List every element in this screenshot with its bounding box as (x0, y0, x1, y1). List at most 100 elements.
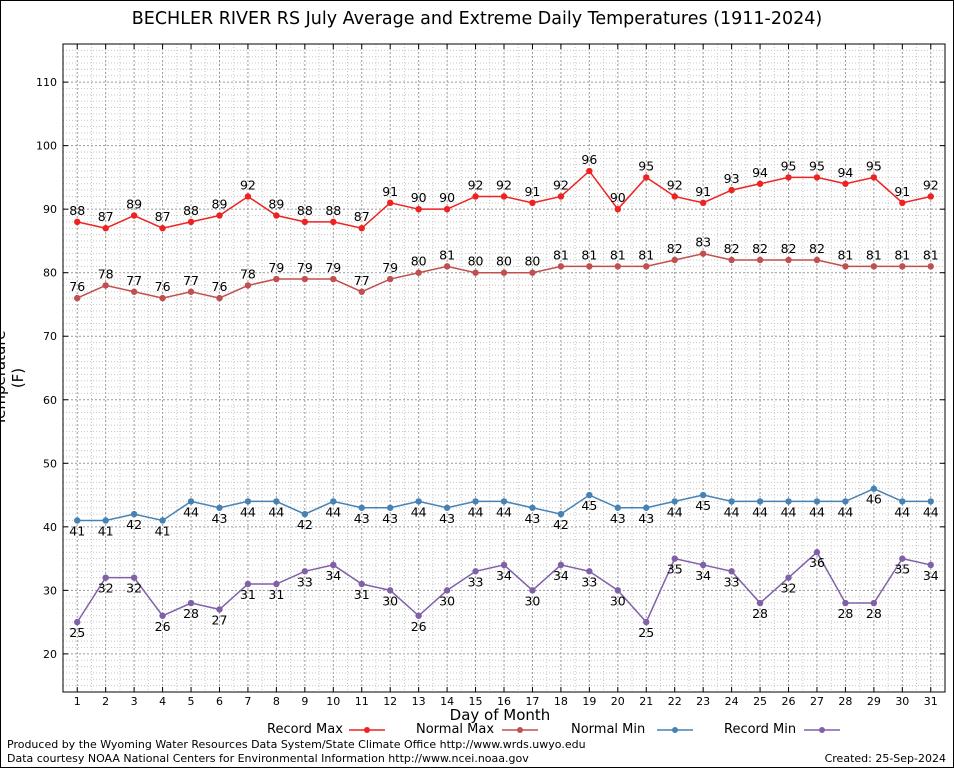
data-point-record-max (557, 193, 565, 200)
x-tick-label: 13 (412, 695, 426, 708)
data-point-normal-min (756, 498, 764, 505)
data-label-normal-max: 81 (894, 247, 910, 262)
legend-label-normal-min: Normal Min (571, 722, 646, 737)
data-label-normal-min: 44 (809, 504, 825, 519)
data-label-record-max: 95 (866, 158, 882, 173)
legend-record-max: Record Max (267, 722, 385, 737)
series-normal-max: 76 78 77 76 77 76 78 79 79 79 77 79 80 81 80 80 80 81 81 81… (69, 235, 939, 302)
data-label-normal-max: 81 (837, 247, 853, 262)
y-tick-label: 80 (43, 267, 57, 280)
data-label-normal-min: 44 (268, 504, 284, 519)
x-tick-label: 19 (582, 695, 596, 708)
data-point-normal-max (643, 263, 650, 270)
x-tick-label: 30 (895, 695, 909, 708)
data-label-normal-max: 80 (468, 254, 484, 269)
data-point-normal-max (301, 275, 309, 283)
data-point-normal-min (415, 498, 422, 505)
data-point-normal-max (216, 294, 223, 302)
data-point-record-max (586, 167, 593, 175)
data-point-record-min (74, 618, 81, 626)
data-point-record-max (699, 199, 707, 207)
data-point-record-max (785, 174, 792, 181)
data-point-normal-min (159, 517, 166, 524)
data-point-record-max (899, 199, 906, 207)
data-point-record-max (813, 174, 821, 181)
data-label-record-min: 28 (866, 606, 882, 621)
x-tick-label: 4 (159, 695, 166, 708)
x-tick-label: 6 (216, 695, 223, 708)
data-point-normal-min (728, 498, 735, 505)
y-tick-label: 90 (43, 203, 57, 216)
data-label-record-max: 92 (923, 177, 939, 192)
data-point-normal-max (102, 282, 109, 289)
data-point-record-min (500, 561, 508, 569)
y-tick-label: 40 (43, 521, 57, 534)
data-label-record-min: 27 (212, 612, 228, 627)
x-tick-label: 29 (867, 695, 881, 708)
data-label-normal-min: 46 (866, 492, 882, 507)
data-label-record-min: 32 (781, 581, 797, 596)
data-label-record-max: 93 (724, 171, 740, 186)
data-label-normal-min: 43 (638, 511, 654, 526)
data-label-normal-max: 79 (382, 260, 398, 275)
data-point-record-max (330, 218, 337, 226)
x-tick-label: 26 (782, 695, 796, 708)
data-label-record-min: 33 (297, 574, 313, 589)
data-label-record-min: 34 (923, 568, 939, 583)
data-label-normal-min: 44 (411, 504, 427, 519)
data-label-record-max: 91 (695, 184, 711, 199)
y-tick-label: 100 (36, 140, 57, 153)
data-point-record-min (813, 549, 821, 556)
data-label-record-max: 95 (638, 158, 654, 173)
data-point-normal-min (927, 498, 934, 505)
data-label-record-min: 25 (69, 625, 85, 640)
data-point-normal-max (899, 263, 906, 270)
data-point-record-min (472, 568, 479, 575)
data-point-normal-min (614, 504, 622, 511)
data-label-normal-min: 45 (581, 498, 597, 513)
data-label-record-max: 92 (240, 177, 256, 192)
footer-produced: Produced by the Wyoming Water Resources … (7, 738, 586, 751)
data-label-record-max: 91 (894, 184, 910, 199)
data-label-record-min: 26 (411, 619, 427, 634)
x-tick-label: 8 (273, 695, 280, 708)
data-point-normal-max (244, 282, 252, 289)
data-label-normal-max: 81 (553, 247, 569, 262)
data-label-record-max: 89 (268, 197, 284, 212)
data-label-normal-max: 82 (809, 241, 825, 256)
data-point-record-min (557, 561, 565, 569)
series-record-min: 25 32 32 26 28 27 31 31 33 34 31 30 26 30 33 34 30 34 33 30… (69, 549, 939, 640)
x-tick-label: 25 (753, 695, 767, 708)
data-point-normal-min (130, 510, 138, 518)
data-label-record-max: 87 (354, 209, 370, 224)
data-point-normal-min (443, 504, 451, 511)
x-tick-label: 14 (440, 695, 454, 708)
data-point-record-max (500, 193, 508, 200)
legend-swatch-normal-max (502, 727, 538, 733)
data-label-normal-min: 44 (496, 504, 512, 519)
data-point-normal-min (244, 498, 252, 505)
data-point-record-max (102, 225, 109, 232)
data-point-record-min (187, 599, 195, 607)
data-point-normal-min (358, 504, 365, 511)
data-point-normal-max (813, 256, 821, 264)
data-point-normal-max (756, 256, 764, 264)
data-point-normal-max (500, 269, 508, 276)
data-label-record-max: 95 (781, 158, 797, 173)
data-label-record-min: 30 (439, 593, 455, 608)
data-label-record-max: 91 (382, 184, 398, 199)
data-point-record-min (216, 606, 223, 613)
data-label-record-max: 94 (837, 165, 853, 180)
data-point-normal-max (443, 263, 451, 270)
data-label-normal-max: 78 (98, 266, 114, 281)
data-label-normal-min: 41 (98, 523, 114, 538)
data-label-normal-min: 44 (667, 504, 683, 519)
data-label-record-max: 89 (126, 197, 142, 212)
data-point-normal-max (74, 294, 81, 302)
data-point-normal-max (699, 250, 707, 257)
x-tick-label: 18 (554, 695, 568, 708)
data-point-record-max (273, 212, 280, 219)
x-tick-label: 22 (668, 695, 682, 708)
x-tick-label: 12 (383, 695, 397, 708)
